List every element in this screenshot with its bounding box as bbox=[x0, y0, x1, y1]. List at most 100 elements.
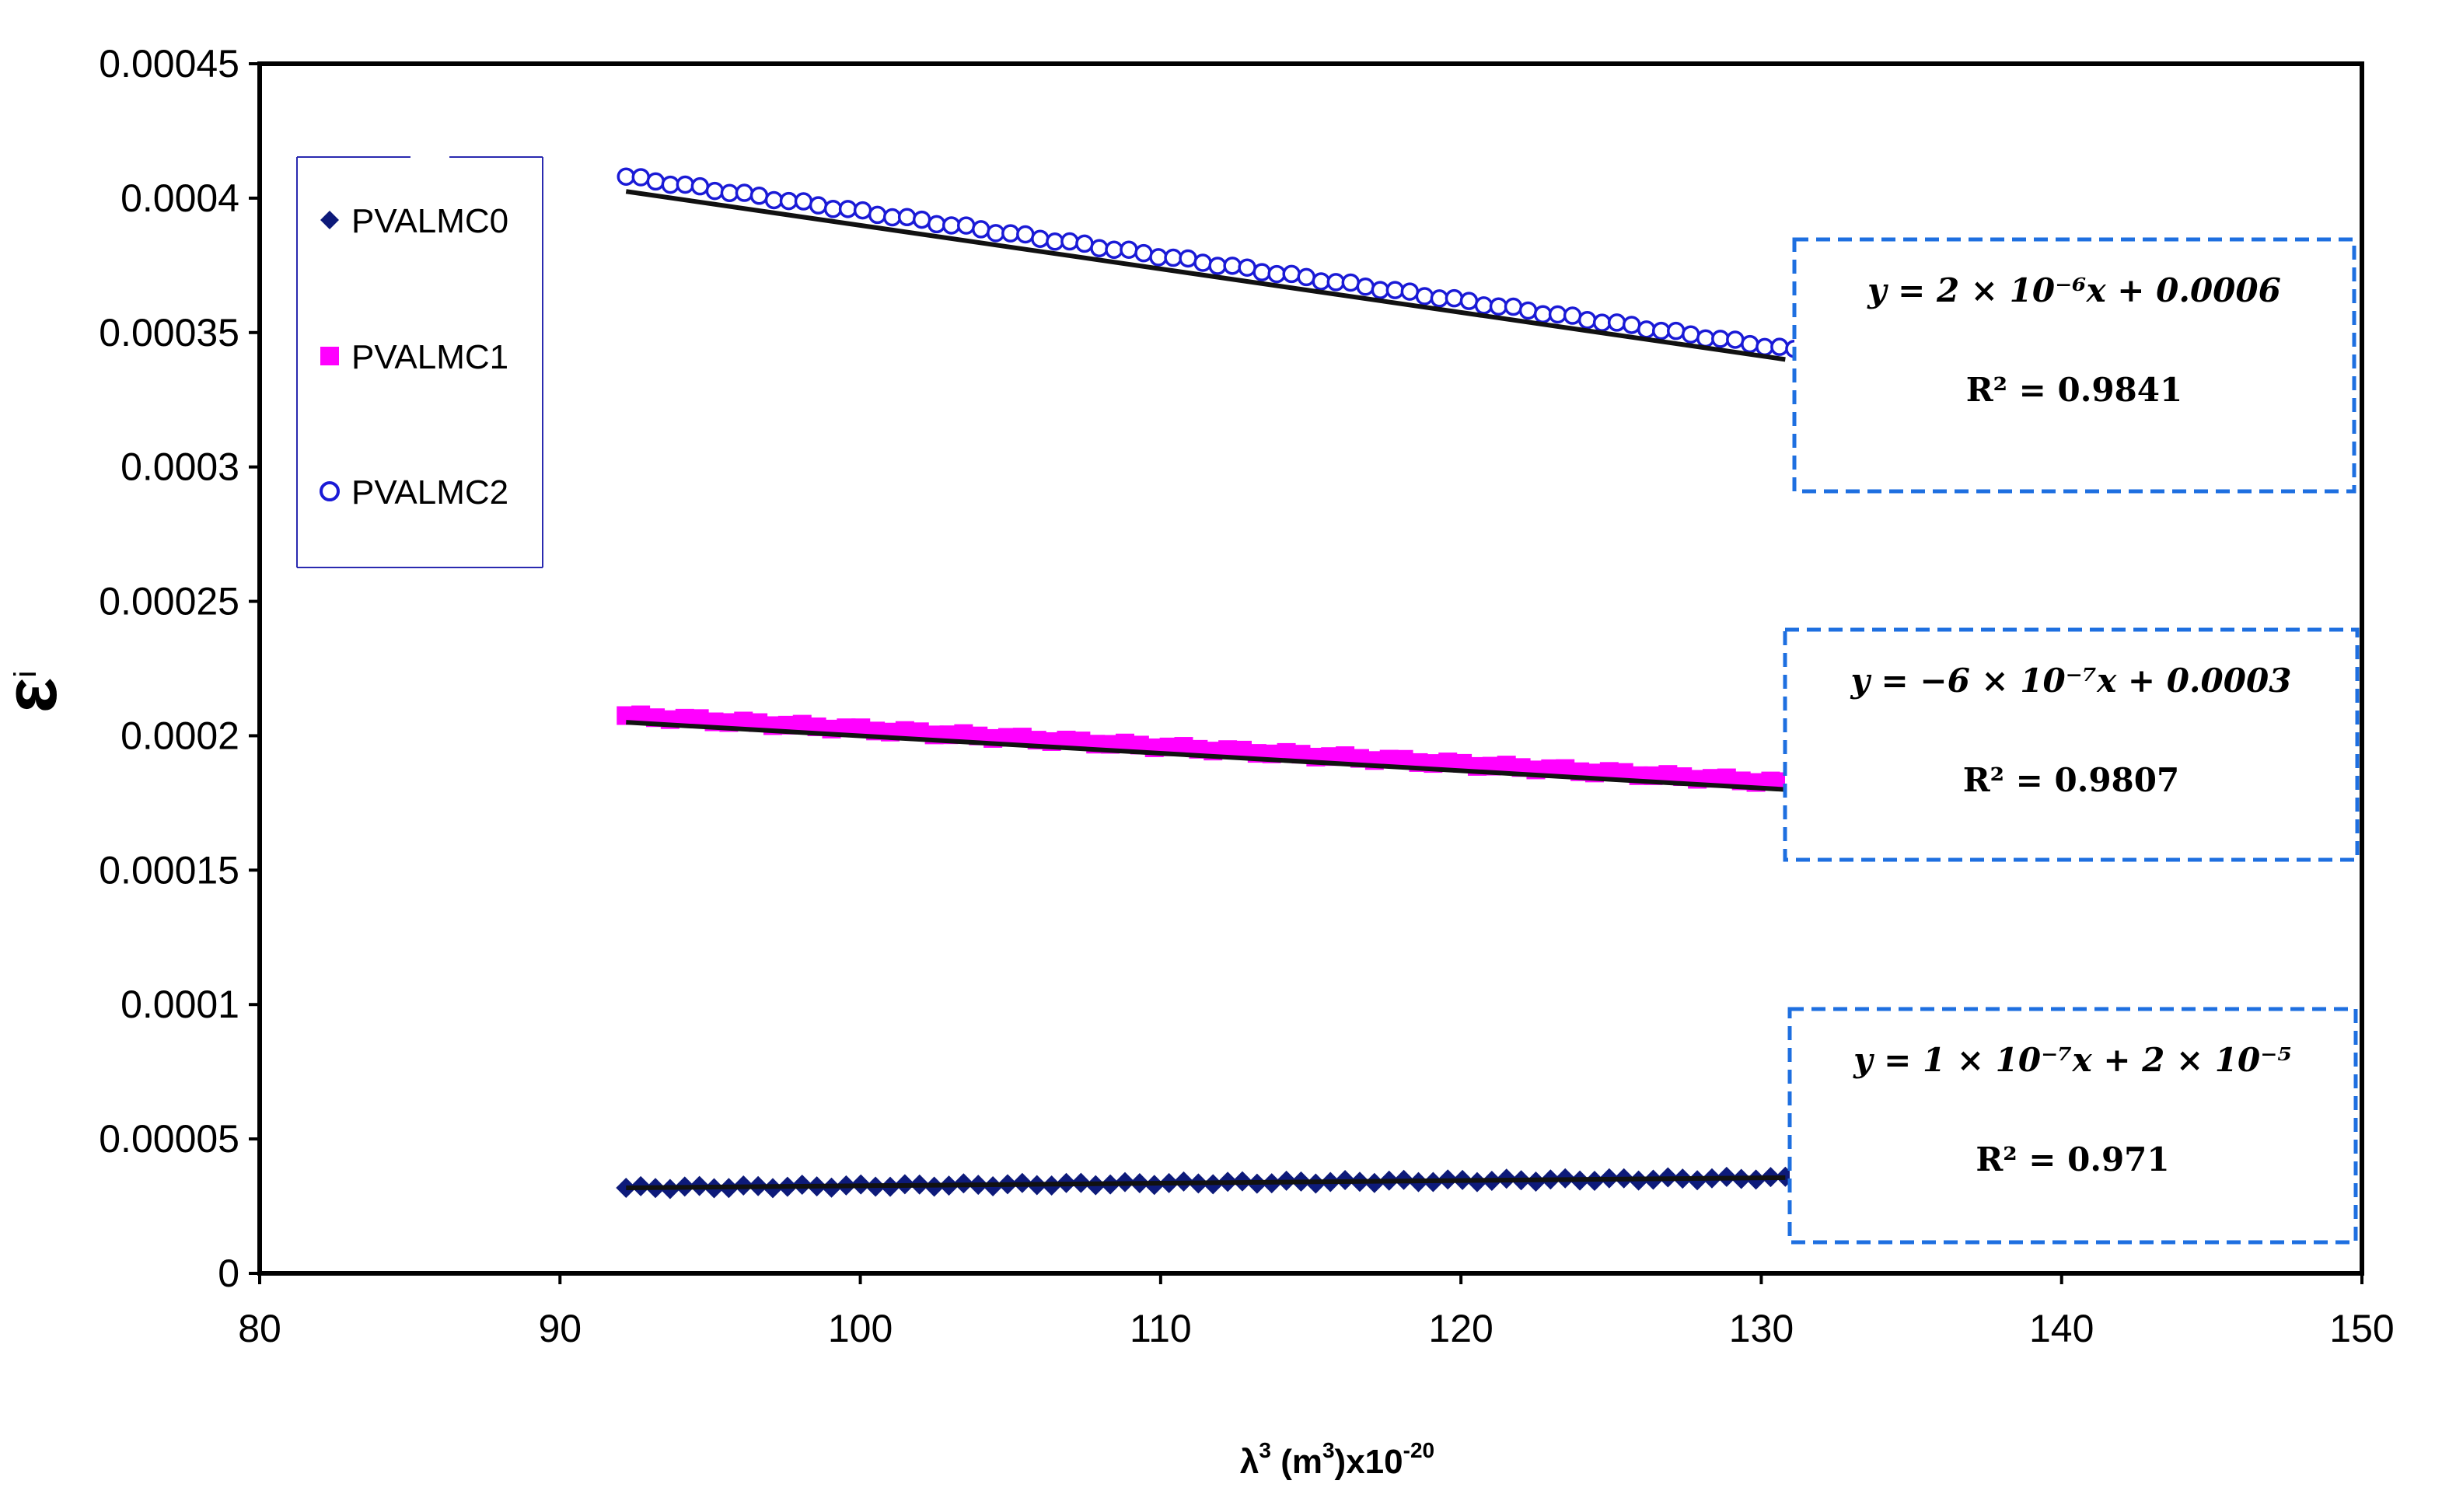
data-point bbox=[1356, 277, 1375, 296]
data-point bbox=[1756, 337, 1774, 357]
x-tick-label: 140 bbox=[2029, 1307, 2094, 1350]
y-tick-label: 0.00005 bbox=[99, 1117, 239, 1161]
y-axis-title-base: ε bbox=[0, 678, 72, 714]
legend-item-pvalmc0: PVALMC0 bbox=[320, 202, 508, 240]
axis-ticks: 0 0.00005 0.0001 0.00015 0.0002 0.00025 0.0003… bbox=[99, 42, 2394, 1350]
equation-box-frame bbox=[1783, 627, 2360, 862]
data-point bbox=[1001, 224, 1020, 243]
y-tick-label: 0.00035 bbox=[99, 311, 239, 354]
y-tick-label: 0 bbox=[218, 1252, 239, 1295]
data-point bbox=[972, 220, 990, 239]
series-pvalmc2 bbox=[617, 167, 1804, 358]
data-point bbox=[1120, 240, 1138, 259]
y-tick-label: 0.0004 bbox=[121, 176, 239, 220]
y-tick-label: 0.0002 bbox=[121, 714, 239, 757]
data-point bbox=[617, 167, 636, 186]
data-point bbox=[912, 210, 931, 229]
legend-border bbox=[296, 156, 543, 568]
x-axis-title-sup2: 3 bbox=[1322, 1438, 1335, 1462]
x-axis-title-sup1: 3 bbox=[1259, 1438, 1271, 1462]
data-point bbox=[1385, 281, 1405, 299]
trendline-pvalmc1 bbox=[626, 720, 1786, 792]
data-point bbox=[1046, 232, 1064, 251]
x-axis-title-sup3: -20 bbox=[1403, 1438, 1434, 1462]
data-point bbox=[1682, 325, 1700, 344]
plot-frame bbox=[257, 61, 2364, 1276]
legend: PVALMC0 PVALMC1 PVALMC2 bbox=[296, 156, 543, 568]
data-point bbox=[897, 208, 917, 227]
data-point bbox=[1282, 264, 1301, 284]
data-point bbox=[1577, 311, 1597, 330]
data-point bbox=[1312, 272, 1331, 291]
data-point bbox=[661, 175, 680, 194]
data-point bbox=[676, 175, 695, 194]
data-point bbox=[1238, 258, 1256, 277]
data-point bbox=[809, 196, 828, 215]
data-point bbox=[1518, 301, 1538, 320]
data-point bbox=[1297, 267, 1315, 287]
data-point bbox=[956, 216, 976, 235]
data-point bbox=[1208, 257, 1227, 275]
y-axis-title: εi bbox=[0, 671, 72, 713]
data-point bbox=[690, 176, 710, 196]
trendline-pvalmc2 bbox=[625, 189, 1786, 362]
data-point bbox=[1726, 330, 1745, 349]
data-point bbox=[735, 183, 754, 202]
legend-label-pvalmc2: PVALMC2 bbox=[351, 473, 508, 512]
data-point bbox=[1711, 330, 1730, 348]
x-axis-title-base: λ bbox=[1240, 1443, 1259, 1481]
data-point bbox=[942, 216, 961, 235]
data-point bbox=[1164, 248, 1183, 267]
equation-box-pvalmc1: y = −6 × 10⁻⁷x + 0.0003 R² = 0.9807 bbox=[1783, 627, 2360, 862]
x-tick-label: 110 bbox=[1130, 1307, 1192, 1350]
data-point bbox=[838, 200, 858, 218]
data-point bbox=[794, 192, 813, 211]
data-point bbox=[1134, 243, 1153, 263]
y-tick-label: 0.00025 bbox=[99, 580, 239, 623]
data-point bbox=[764, 190, 784, 210]
equation-text-pvalmc2: y = 2 × 10⁻⁶x + 0.0006 bbox=[1867, 271, 2281, 309]
data-point bbox=[1252, 263, 1271, 281]
legend-item-pvalmc2: PVALMC2 bbox=[320, 473, 508, 512]
data-point bbox=[1060, 232, 1079, 251]
equation-box-frame bbox=[1792, 237, 2356, 494]
trendline-pvalmc0 bbox=[626, 1175, 1786, 1191]
y-tick-label: 0.0001 bbox=[121, 983, 239, 1026]
data-point bbox=[1090, 239, 1109, 258]
data-point bbox=[631, 168, 651, 187]
data-point bbox=[1326, 273, 1346, 292]
equation-text-pvalmc1: y = −6 × 10⁻⁷x + 0.0003 bbox=[1850, 662, 2292, 700]
data-point bbox=[1622, 316, 1641, 334]
data-point bbox=[1533, 305, 1553, 324]
x-tick-label: 130 bbox=[1729, 1307, 1794, 1350]
data-point bbox=[1430, 289, 1449, 308]
data-point bbox=[927, 215, 946, 234]
data-point bbox=[1179, 249, 1197, 268]
data-point bbox=[1415, 287, 1434, 306]
data-point bbox=[1770, 337, 1789, 356]
r2-text-pvalmc1: R² = 0.9807 bbox=[1963, 761, 2179, 799]
data-point bbox=[1016, 225, 1035, 244]
r2-text-pvalmc2: R² = 0.9841 bbox=[1966, 371, 2182, 409]
data-point bbox=[987, 224, 1005, 243]
legend-diamond-marker bbox=[320, 211, 339, 229]
data-point bbox=[1607, 313, 1626, 332]
data-point bbox=[705, 181, 725, 201]
data-point bbox=[1223, 257, 1242, 275]
data-point bbox=[823, 200, 843, 218]
legend-circle-marker bbox=[320, 481, 340, 501]
data-point bbox=[1459, 292, 1479, 310]
data-point bbox=[1667, 321, 1686, 340]
data-point bbox=[1267, 264, 1286, 284]
y-tick-label: 0.00045 bbox=[99, 42, 239, 86]
data-point bbox=[749, 187, 769, 205]
x-tick-label: 80 bbox=[238, 1307, 281, 1350]
legend-label-pvalmc1: PVALMC1 bbox=[351, 338, 508, 376]
data-point bbox=[1445, 288, 1464, 308]
x-tick-label: 120 bbox=[1428, 1307, 1493, 1350]
x-tick-label: 90 bbox=[538, 1307, 582, 1350]
data-point bbox=[779, 191, 798, 211]
data-point bbox=[1504, 297, 1523, 316]
trendlines bbox=[625, 189, 1786, 1191]
